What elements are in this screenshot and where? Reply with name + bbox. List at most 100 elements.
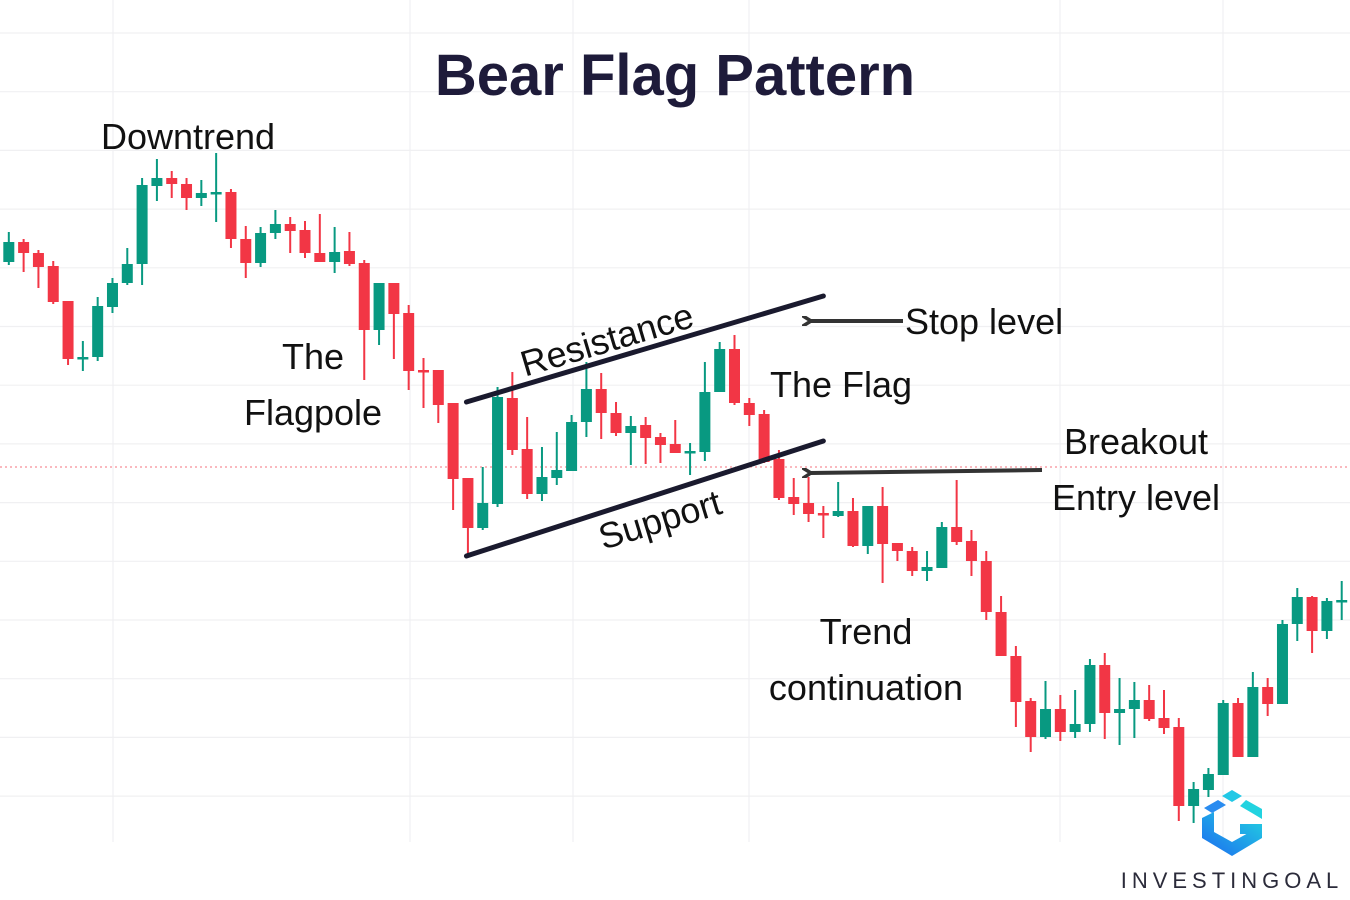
candle-body	[1025, 701, 1037, 737]
candle-bearish	[610, 402, 622, 436]
candle-body	[92, 306, 104, 357]
candle-bullish	[92, 297, 104, 361]
candle-body	[1084, 665, 1096, 724]
candle-bearish	[817, 506, 829, 538]
candle-body	[18, 242, 30, 253]
candle-body	[136, 185, 148, 264]
candle-bearish	[669, 420, 681, 453]
trendline-support	[463, 438, 826, 559]
candle-body	[817, 513, 829, 516]
candle-bearish	[521, 417, 533, 499]
candle-body	[1158, 718, 1170, 728]
candle-bullish	[477, 467, 489, 530]
candle-body	[640, 425, 652, 438]
candle-body	[1099, 665, 1111, 713]
candle-bullish	[1128, 682, 1140, 738]
candle-bearish	[743, 398, 755, 426]
candle-body	[195, 193, 207, 198]
candle-body	[699, 392, 711, 452]
candle-bearish	[877, 487, 889, 583]
candle-body	[758, 414, 770, 462]
candle-bearish	[284, 217, 296, 253]
candle-body	[551, 470, 563, 478]
candle-bullish	[492, 387, 504, 507]
candle-bullish	[3, 232, 15, 265]
candle-body	[1173, 727, 1185, 806]
candle-bullish	[210, 153, 222, 222]
candle-body	[1217, 703, 1229, 775]
candle-body	[580, 389, 592, 422]
candle-body	[1306, 597, 1318, 631]
candle-body	[714, 349, 726, 392]
candle-body	[965, 541, 977, 561]
candle-body	[1276, 624, 1288, 704]
candle-body	[521, 449, 533, 494]
candle-bearish	[1054, 695, 1066, 741]
candle-bullish	[1321, 598, 1333, 639]
chart-title: Bear Flag Pattern	[435, 43, 915, 108]
candle-body	[3, 242, 15, 262]
candle-body	[921, 567, 933, 571]
candle-bearish	[240, 226, 252, 278]
candle-bullish	[1291, 588, 1303, 641]
candle-bullish	[1247, 672, 1259, 757]
candle-body	[803, 503, 815, 514]
candle-bearish	[1232, 698, 1244, 757]
candle-bullish	[580, 362, 592, 437]
candle-bearish	[758, 410, 770, 463]
candle-body	[151, 178, 163, 186]
candle-body	[166, 178, 178, 184]
candle-body	[669, 444, 681, 453]
candle-bullish	[862, 506, 874, 554]
candle-body	[358, 263, 370, 330]
candle-bearish	[891, 543, 903, 561]
candle-bearish	[358, 260, 370, 380]
candle-bearish	[729, 335, 740, 405]
candle-body	[62, 301, 74, 359]
candle-body	[832, 511, 844, 516]
entry-level-arrow-icon	[810, 470, 1043, 473]
candle-bullish	[1114, 678, 1126, 745]
candle-body	[906, 551, 918, 571]
candle-body	[1232, 703, 1244, 757]
candle-bearish	[388, 283, 400, 359]
candle-body	[1321, 601, 1333, 631]
candle-body	[891, 543, 903, 551]
candle-body	[1291, 597, 1303, 624]
label-stop-level: Stop level	[905, 301, 1063, 342]
candle-bullish	[1217, 700, 1229, 775]
candle-body	[121, 264, 133, 283]
candle-bearish	[18, 239, 30, 272]
candle-bearish	[1262, 678, 1274, 716]
candle-bearish	[225, 189, 237, 248]
candle-bearish	[181, 178, 193, 210]
candle-bearish	[980, 551, 992, 620]
candle-body	[625, 426, 637, 433]
candle-body	[877, 506, 889, 544]
candle-bullish	[373, 283, 385, 345]
candle-body	[462, 478, 474, 528]
label-flagpole-line2: Flagpole	[244, 392, 382, 433]
label-downtrend: Downtrend	[101, 116, 275, 157]
trendline-resistance	[463, 293, 826, 405]
candle-bullish	[714, 342, 726, 392]
candle-bullish	[136, 178, 148, 285]
candle-bullish	[106, 278, 118, 313]
candle-body	[373, 283, 385, 330]
candle-bearish	[803, 477, 815, 522]
candle-body	[743, 403, 755, 415]
candle-body	[862, 506, 874, 546]
candle-bearish	[788, 478, 800, 515]
candle-body	[847, 511, 859, 546]
candles	[3, 153, 1348, 823]
candle-bearish	[773, 450, 785, 500]
candle-body	[1114, 709, 1126, 713]
candle-body	[432, 370, 444, 405]
candle-bullish	[121, 248, 133, 285]
candle-bullish	[684, 443, 696, 475]
candle-body	[210, 192, 222, 195]
label-breakout: Breakout	[1064, 421, 1208, 462]
candle-body	[314, 253, 326, 262]
brand-name: INVESTINGOAL	[1121, 868, 1344, 893]
candle-body	[388, 283, 400, 314]
